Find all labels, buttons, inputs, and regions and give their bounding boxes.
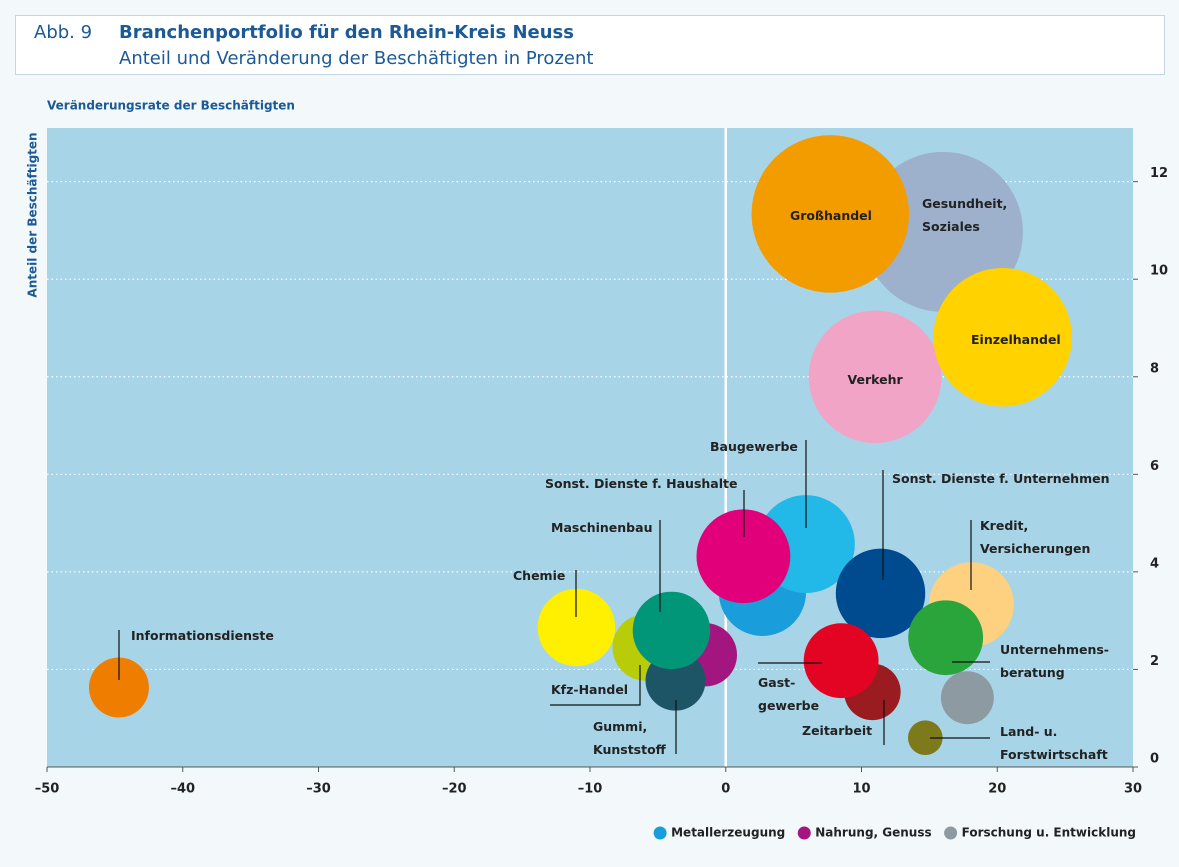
y-axis-label: Anteil der Beschäftigten — [26, 132, 40, 297]
y-tick-label: 8 — [1150, 361, 1159, 376]
legend-swatch — [944, 826, 958, 840]
bubble-label: Informationsdienste — [131, 628, 274, 643]
bubble-label: Gummi, Kunststoff — [593, 719, 666, 757]
bubble-label: Sonst. Dienste f. Haushalte — [545, 476, 738, 491]
x-tick-label: 20 — [988, 782, 1006, 797]
figure-number: Abb. 9 — [34, 22, 93, 43]
bubble-label: Land- u. Forstwirtschaft — [1000, 724, 1108, 762]
x-tick-label: –50 — [35, 782, 60, 797]
bubble — [751, 135, 910, 293]
bubble-label: Kredit, Versicherungen — [980, 518, 1091, 556]
bubble-label: Kfz-Handel — [551, 682, 629, 697]
bubble-label: Großhandel — [790, 208, 872, 223]
bubble-label: Unternehmens- beratung — [1000, 642, 1109, 680]
bubble — [835, 548, 926, 639]
bubble — [632, 591, 711, 670]
x-tick-label: 30 — [1124, 782, 1142, 797]
bubble — [940, 671, 994, 725]
x-tick-label: –40 — [170, 782, 195, 797]
bubble-label: Baugewerbe — [710, 439, 798, 454]
y-tick-label: 6 — [1150, 459, 1159, 474]
bubble — [808, 310, 942, 444]
bubble — [803, 623, 879, 699]
y-tick-label: 12 — [1150, 166, 1168, 181]
bubble — [88, 657, 149, 718]
header: Abb. 9 Branchenportfolio für den Rhein-K… — [15, 15, 1165, 75]
bubble-label: Gesundheit, Soziales — [922, 196, 1008, 234]
bubble-label: Einzelhandel — [971, 332, 1061, 347]
chart-subtitle: Anteil und Veränderung der Beschäftigten… — [119, 48, 594, 69]
bubble — [908, 600, 984, 676]
legend-swatch — [797, 826, 811, 840]
x-tick-label: 0 — [721, 782, 730, 797]
x-tick-label: 10 — [852, 782, 870, 797]
legend-label: Forschung u. Entwicklung — [962, 826, 1136, 840]
bubble — [907, 720, 943, 756]
y-tick-label: 0 — [1150, 752, 1159, 767]
bubble — [537, 588, 616, 667]
legend-label: Metallerzeugung — [671, 826, 785, 840]
x-tick-label: –10 — [578, 782, 603, 797]
leader-line — [550, 665, 641, 706]
y-tick-label: 10 — [1150, 264, 1168, 279]
bubble — [696, 509, 791, 604]
bubble — [933, 267, 1072, 407]
bubble-label: Zeitarbeit — [802, 723, 873, 738]
bubble-label: Maschinenbau — [551, 520, 653, 535]
bubble-label: Sonst. Dienste f. Unternehmen — [892, 471, 1110, 486]
legend-label: Nahrung, Genuss — [815, 826, 931, 840]
chart-title: Branchenportfolio für den Rhein-Kreis Ne… — [119, 22, 574, 43]
bubble-label: Gast- gewerbe — [758, 675, 820, 713]
legend-swatch — [653, 826, 667, 840]
y-tick-label: 4 — [1150, 556, 1159, 571]
x-tick-label: –30 — [306, 782, 331, 797]
x-axis-label: Veränderungsrate der Beschäftigten — [47, 99, 295, 113]
x-tick-label: –20 — [442, 782, 467, 797]
y-tick-label: 2 — [1150, 654, 1159, 669]
bubble-label: Chemie — [513, 568, 566, 583]
bubble-label: Verkehr — [847, 372, 903, 387]
